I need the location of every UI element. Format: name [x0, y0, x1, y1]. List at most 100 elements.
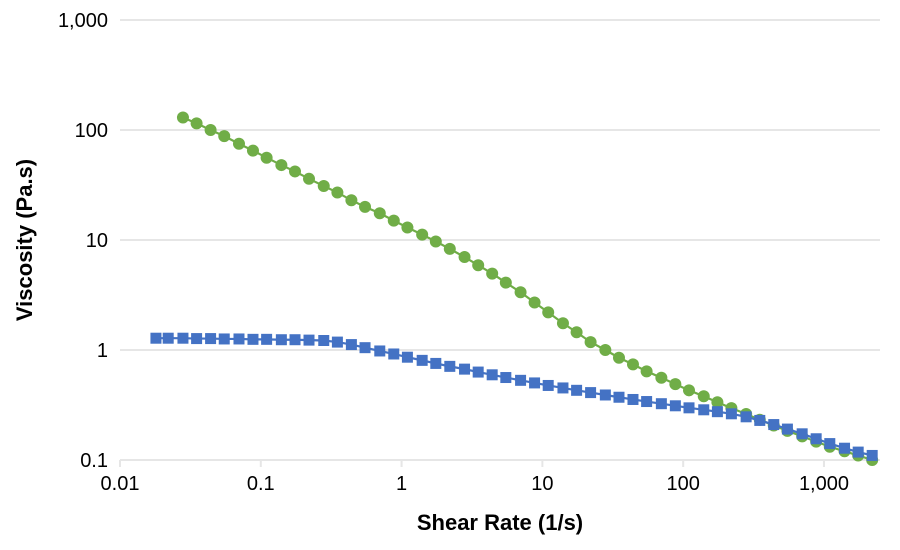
green-series-marker	[669, 378, 681, 390]
green-series-marker	[599, 344, 611, 356]
y-tick-label: 10	[86, 230, 108, 252]
blue-series-marker	[276, 334, 287, 345]
blue-series-marker	[487, 369, 498, 380]
y-axis-label: Viscosity (Pa.s)	[12, 159, 37, 321]
blue-series-marker	[360, 342, 371, 353]
blue-series-marker	[219, 333, 230, 344]
y-tick-label: 1	[97, 340, 108, 362]
blue-series-marker	[247, 334, 258, 345]
green-series-marker	[655, 372, 667, 384]
green-series-marker	[529, 297, 541, 309]
green-series-marker	[571, 326, 583, 338]
blue-series-marker	[304, 335, 315, 346]
blue-series-marker	[712, 406, 723, 417]
y-tick-label: 100	[75, 120, 108, 142]
blue-series-marker	[388, 348, 399, 359]
green-series-marker	[557, 317, 569, 329]
viscosity-chart: 0.010.11101001,0000.11101001,000Viscosit…	[0, 0, 900, 550]
x-tick-label: 1	[396, 473, 407, 495]
green-series-marker	[331, 187, 343, 199]
green-series-marker	[486, 268, 498, 280]
green-series-marker	[444, 243, 456, 255]
blue-series-marker	[627, 394, 638, 405]
green-series-marker	[205, 124, 217, 136]
blue-series-marker	[444, 361, 455, 372]
blue-series-marker	[473, 367, 484, 378]
green-series-marker	[233, 138, 245, 150]
blue-series-marker	[515, 375, 526, 386]
blue-series-marker	[150, 333, 161, 344]
green-series-marker	[698, 390, 710, 402]
blue-series-marker	[797, 428, 808, 439]
blue-series-marker	[177, 333, 188, 344]
blue-series-marker	[290, 334, 301, 345]
blue-series-marker	[839, 443, 850, 454]
blue-series-marker	[500, 372, 511, 383]
chart-svg: 0.010.11101001,0000.11101001,000Viscosit…	[0, 0, 900, 550]
x-tick-label: 0.1	[247, 473, 275, 495]
blue-series-marker	[205, 333, 216, 344]
green-series-marker	[683, 384, 695, 396]
blue-series-marker	[332, 337, 343, 348]
blue-series-marker	[684, 402, 695, 413]
green-series-marker	[459, 251, 471, 263]
blue-series-marker	[641, 396, 652, 407]
blue-series-marker	[529, 377, 540, 388]
blue-series-marker	[374, 345, 385, 356]
blue-series-marker	[824, 438, 835, 449]
blue-series-marker	[754, 415, 765, 426]
y-tick-label: 0.1	[80, 450, 108, 472]
green-series-marker	[401, 221, 413, 233]
blue-series-marker	[726, 408, 737, 419]
green-series-marker	[515, 286, 527, 298]
blue-series-marker	[402, 352, 413, 363]
blue-series-marker	[191, 333, 202, 344]
green-series-marker	[416, 229, 428, 241]
x-tick-label: 10	[531, 473, 553, 495]
green-series-marker	[388, 215, 400, 227]
blue-series-marker	[459, 364, 470, 375]
green-series-marker	[275, 159, 287, 171]
x-tick-label: 100	[666, 473, 699, 495]
blue-series-marker	[585, 387, 596, 398]
blue-series-marker	[557, 382, 568, 393]
blue-series-marker	[656, 398, 667, 409]
blue-series-marker	[853, 447, 864, 458]
green-series-marker	[289, 165, 301, 177]
x-tick-label: 0.01	[101, 473, 140, 495]
y-tick-label: 1,000	[58, 10, 108, 32]
blue-series-marker	[741, 411, 752, 422]
green-series-marker	[430, 235, 442, 247]
green-series-marker	[247, 145, 259, 157]
x-tick-label: 1,000	[799, 473, 849, 495]
blue-series-marker	[600, 389, 611, 400]
green-series-marker	[345, 194, 357, 206]
blue-series-marker	[867, 450, 878, 461]
blue-series-marker	[163, 333, 174, 344]
blue-series-marker	[233, 333, 244, 344]
green-series-marker	[613, 352, 625, 364]
blue-series-marker	[613, 392, 624, 403]
green-series-marker	[318, 180, 330, 192]
green-series-marker	[542, 306, 554, 318]
green-series-marker	[500, 277, 512, 289]
blue-series-marker	[543, 380, 554, 391]
blue-series-marker	[670, 400, 681, 411]
blue-series-marker	[811, 433, 822, 444]
green-series-marker	[359, 201, 371, 213]
green-series-marker	[472, 259, 484, 271]
blue-series-marker	[261, 334, 272, 345]
blue-series-marker	[782, 424, 793, 435]
green-series-marker	[627, 358, 639, 370]
green-series-marker	[261, 152, 273, 164]
blue-series-marker	[571, 385, 582, 396]
blue-series-marker	[417, 355, 428, 366]
blue-series-marker	[698, 404, 709, 415]
green-series-marker	[374, 207, 386, 219]
green-series-marker	[218, 130, 230, 142]
blue-series-marker	[318, 335, 329, 346]
x-axis-label: Shear Rate (1/s)	[417, 510, 583, 535]
blue-series-marker	[768, 419, 779, 430]
green-series-marker	[641, 365, 653, 377]
blue-series-marker	[346, 339, 357, 350]
